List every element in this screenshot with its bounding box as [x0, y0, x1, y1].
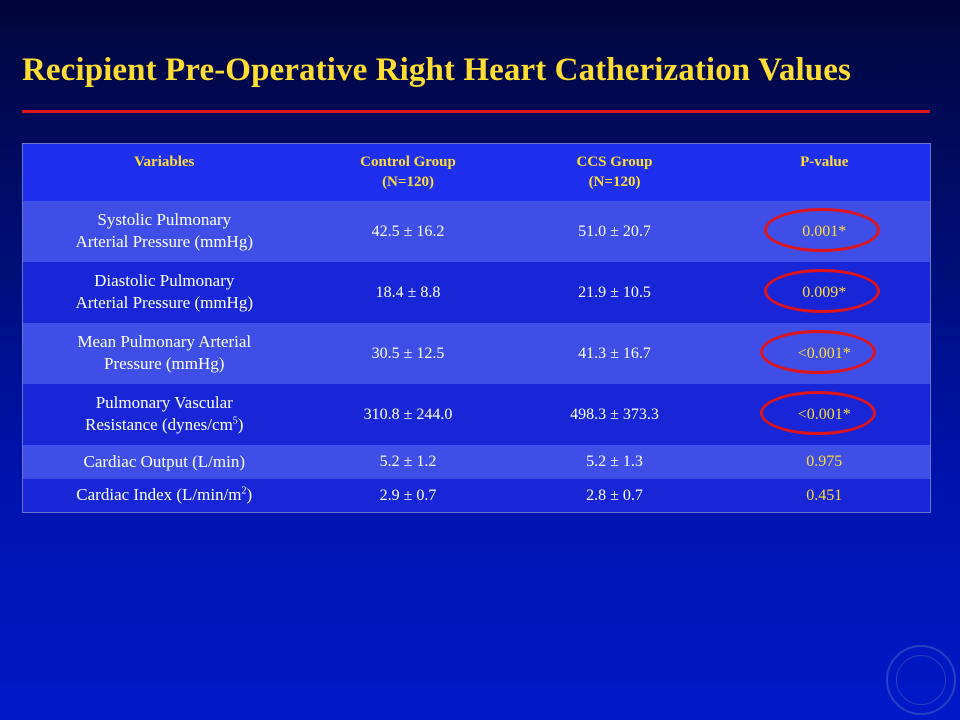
highlight-circle [764, 207, 881, 252]
control-value: 18.4 ± 8.8 [375, 283, 441, 301]
variable-cell: Cardiac Output (L/min) [83, 451, 245, 471]
table-row: Systolic Pulmonary Arterial Pressure (mmH… [22, 200, 931, 262]
variable-cell: Mean Pulmonary Arterial Pressure (mmHg) [77, 332, 252, 373]
control-value: 310.8 ± 244.0 [363, 405, 453, 423]
university-seal-icon [886, 645, 956, 715]
control-value: 42.5 ± 16.2 [371, 222, 445, 240]
highlight-circle [759, 329, 876, 374]
variable-cell: Pulmonary Vascular Resistance (dynes/cm5) [85, 393, 244, 434]
p-value: 0.451 [806, 486, 843, 504]
slide-title: Recipient Pre-Operative Right Heart Cath… [22, 52, 851, 88]
table-row: Pulmonary Vascular Resistance (dynes/cm5)… [22, 383, 931, 445]
ccs-value: 51.0 ± 20.7 [578, 222, 651, 240]
header-ccs-group: CCS Group (N=120) [576, 154, 653, 190]
table-header-row: Variables Control Group (N=120) CCS Group… [22, 143, 931, 201]
p-value: <0.001* [719, 323, 931, 384]
ccs-value: 498.3 ± 373.3 [570, 405, 659, 423]
ccs-value: 21.9 ± 10.5 [578, 283, 651, 301]
header-variables: Variables [134, 154, 195, 170]
control-value: 2.9 ± 0.7 [379, 486, 437, 504]
highlight-circle [764, 268, 881, 313]
highlight-circle [759, 390, 876, 435]
ccs-value: 41.3 ± 16.7 [578, 344, 651, 362]
table-row: Cardiac Output (L/min) 5.2 ± 1.2 5.2 ± 1… [22, 444, 931, 479]
variable-cell: Cardiac Index (L/min/m2) [76, 485, 253, 505]
table-row: Mean Pulmonary Arterial Pressure (mmHg) 3… [22, 322, 931, 384]
ccs-value: 2.8 ± 0.7 [586, 486, 643, 504]
control-value: 5.2 ± 1.2 [379, 453, 437, 470]
table-row: Diastolic Pulmonary Arterial Pressure (mm… [22, 261, 931, 323]
catheterization-table: Variables Control Group (N=120) CCS Group… [22, 143, 931, 513]
p-value: 0.975 [806, 453, 843, 470]
table-row: Cardiac Index (L/min/m2) 2.9 ± 0.7 2.8 ±… [22, 478, 931, 513]
variable-cell: Systolic Pulmonary Arterial Pressure (mmH… [75, 210, 253, 251]
header-control-group: Control Group (N=120) [360, 154, 456, 190]
p-value: 0.001* [719, 201, 931, 262]
title-divider [22, 110, 930, 113]
variable-cell: Diastolic Pulmonary Arterial Pressure (mm… [75, 271, 253, 312]
header-p-value: P-value [800, 154, 849, 170]
p-value: 0.009* [719, 262, 931, 323]
ccs-value: 5.2 ± 1.3 [586, 453, 643, 470]
p-value: <0.001* [719, 384, 931, 445]
control-value: 30.5 ± 12.5 [371, 344, 445, 362]
